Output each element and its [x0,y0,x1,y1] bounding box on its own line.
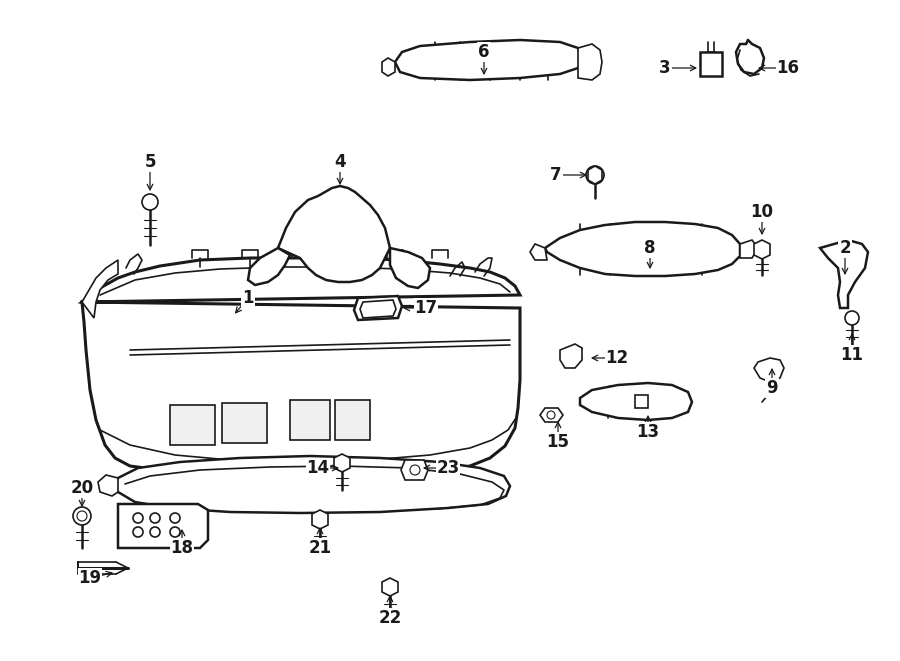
Polygon shape [290,400,330,440]
Polygon shape [82,260,118,318]
Text: 2: 2 [839,239,850,257]
Text: 13: 13 [636,423,660,441]
Circle shape [170,513,180,523]
Circle shape [845,311,859,325]
Text: 14: 14 [306,459,329,477]
Polygon shape [395,40,582,80]
Polygon shape [335,400,370,440]
Circle shape [150,513,160,523]
Polygon shape [248,248,290,285]
Polygon shape [118,504,208,548]
Polygon shape [700,52,722,76]
Polygon shape [82,258,520,472]
Polygon shape [382,58,395,76]
Polygon shape [401,460,428,480]
Text: 22: 22 [378,609,401,627]
Text: 9: 9 [766,379,778,397]
Text: 5: 5 [144,153,156,171]
Polygon shape [360,300,396,318]
Text: 21: 21 [309,539,331,557]
Text: 16: 16 [777,59,799,77]
Polygon shape [635,395,648,408]
Circle shape [410,465,420,475]
Text: 15: 15 [546,433,570,451]
Text: 20: 20 [70,479,94,497]
Polygon shape [354,296,402,320]
Text: 12: 12 [606,349,628,367]
Text: 6: 6 [478,43,490,61]
Text: 7: 7 [550,166,562,184]
Circle shape [133,513,143,523]
Polygon shape [560,344,582,368]
Polygon shape [540,408,563,422]
Polygon shape [578,44,602,80]
Polygon shape [754,358,784,382]
Polygon shape [382,578,398,596]
Circle shape [77,511,87,521]
Text: 8: 8 [644,239,656,257]
Polygon shape [545,222,740,276]
Polygon shape [278,186,390,282]
Text: 19: 19 [78,569,102,587]
Polygon shape [312,510,328,529]
Circle shape [73,507,91,525]
Polygon shape [740,240,758,258]
Circle shape [133,527,143,537]
Polygon shape [588,166,602,184]
Circle shape [142,194,158,210]
Polygon shape [390,248,430,288]
Text: 3: 3 [659,59,670,77]
Text: 23: 23 [436,459,460,477]
Text: 4: 4 [334,153,346,171]
Text: 1: 1 [242,289,254,307]
Polygon shape [222,403,267,443]
Text: 11: 11 [841,346,863,364]
Circle shape [170,527,180,537]
Text: 10: 10 [751,203,773,221]
Circle shape [150,527,160,537]
Polygon shape [334,454,350,472]
Text: 18: 18 [170,539,194,557]
Circle shape [586,166,604,184]
Polygon shape [580,383,692,420]
Polygon shape [754,240,770,259]
Polygon shape [530,244,547,260]
Polygon shape [115,456,510,513]
Polygon shape [820,240,868,308]
Polygon shape [170,405,215,445]
Polygon shape [98,475,118,496]
Text: 17: 17 [414,299,437,317]
Circle shape [547,411,555,419]
